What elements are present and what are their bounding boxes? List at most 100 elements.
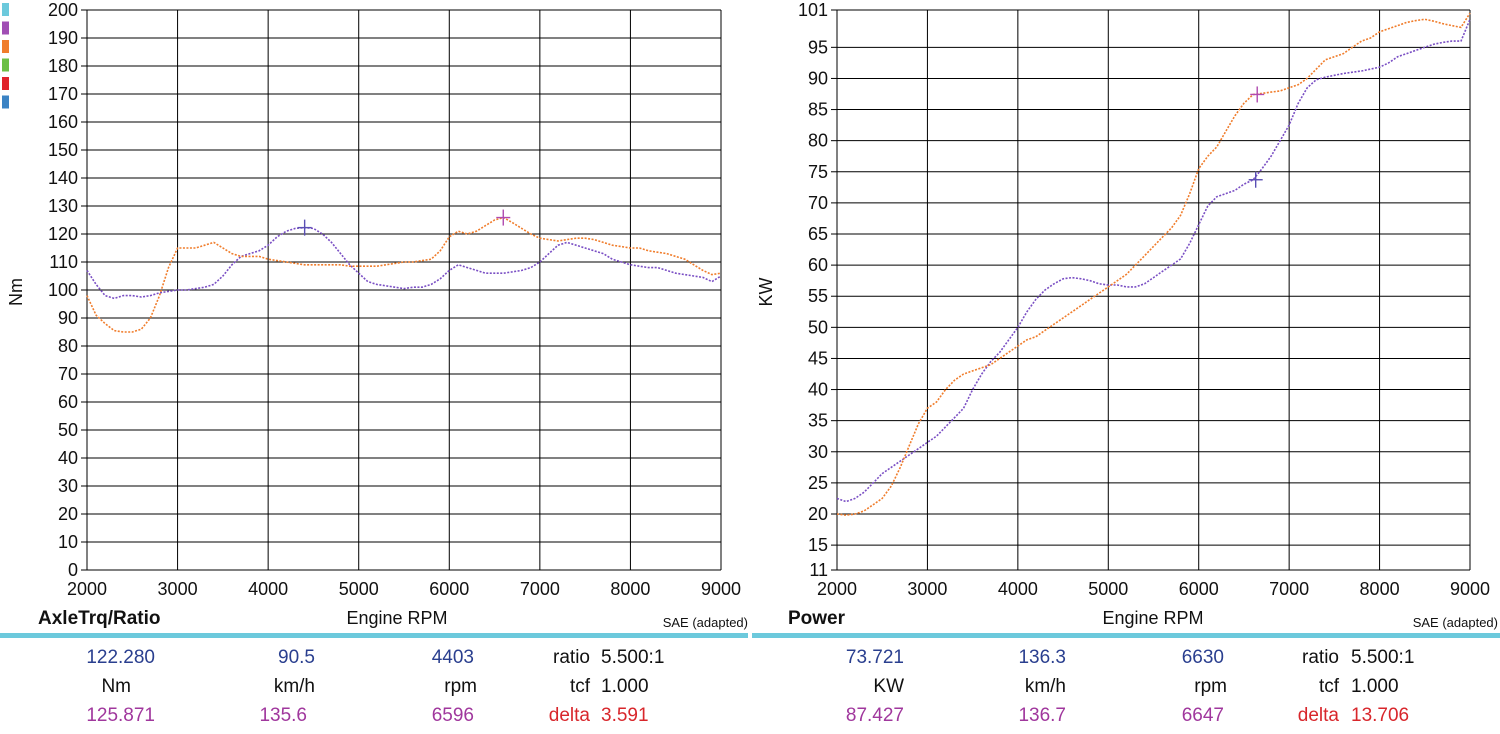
power-y-tick-label: 60: [808, 255, 828, 275]
torque-chart-title: AxleTrq/Ratio: [38, 608, 160, 629]
power-y-tick-label: 25: [808, 473, 828, 493]
power-y-tick-label: 11: [809, 560, 828, 580]
power-x-axis-label: Engine RPM: [1102, 608, 1203, 628]
torque-y-tick-label: 150: [48, 140, 78, 160]
torque-cursor1-speed: 90.5: [278, 647, 315, 668]
power-cursor-marker-2: [1250, 86, 1265, 103]
torque-cursor2-rpm: 6596: [432, 705, 474, 726]
torque-rpm-unit: rpm: [444, 676, 477, 697]
torque-y-tick-label: 100: [48, 280, 78, 300]
torque-unit-label: Nm: [101, 676, 131, 697]
power-unit-label: KW: [873, 676, 904, 697]
torque-cursors: [297, 209, 511, 236]
power-y-tick-label: 75: [808, 162, 828, 182]
power-chart: 111520253035404550556065707580859095101 …: [756, 0, 1498, 630]
torque-y-tick-label: 170: [48, 84, 78, 104]
torque-y-tick-label: 200: [48, 0, 78, 20]
torque-y-tick-label: 80: [58, 336, 78, 356]
torque-y-tick-label: 60: [58, 392, 78, 412]
power-y-tick-label: 80: [808, 131, 828, 151]
torque-grid: [81, 9, 722, 571]
torque-ratio-label: ratio: [553, 647, 590, 668]
torque-x-tick-labels: 2000 3000 4000 5000 6000 7000 8000 9000: [67, 579, 741, 599]
power-x-tick-label: 5000: [1088, 579, 1128, 599]
torque-cursor2-speed: 135.6: [259, 705, 307, 726]
torque-cursor1-value: 122.280: [86, 647, 155, 668]
torque-cursor-marker-2: [496, 209, 511, 226]
torque-y-tick-labels: 0 10 20 30 40 50 60 70 80 90 100 110 120 130 140 150 160…: [48, 0, 78, 580]
power-tcf-label: tcf: [1319, 676, 1340, 697]
torque-x-tick-label: 6000: [429, 579, 469, 599]
power-cursor1-value: 73.721: [846, 647, 904, 668]
torque-y-tick-label: 160: [48, 112, 78, 132]
torque-y-tick-label: 20: [58, 504, 78, 524]
power-series-line-2: [836, 12, 1471, 517]
power-y-tick-label: 90: [808, 68, 828, 88]
torque-speed-unit: km/h: [274, 676, 315, 697]
torque-x-tick-label: 5000: [339, 579, 379, 599]
legend-swatch-1: [2, 3, 9, 16]
torque-cursor1-rpm: 4403: [432, 647, 474, 668]
power-cursor1-rpm: 6630: [1182, 647, 1224, 668]
power-series-lines: [836, 12, 1471, 517]
power-delta-value: 13.706: [1351, 705, 1409, 726]
power-y-tick-label: 40: [808, 380, 828, 400]
power-x-tick-label: 3000: [907, 579, 947, 599]
legend-swatch-2: [2, 21, 9, 35]
torque-y-tick-label: 180: [48, 56, 78, 76]
torque-y-tick-label: 130: [48, 196, 78, 216]
legend-swatch-3: [2, 40, 9, 53]
power-y-tick-label: 35: [808, 411, 828, 431]
torque-chart: 0 10 20 30 40 50 60 70 80 90 100 110 120 130 140 150 160…: [6, 0, 748, 630]
torque-y-tick-label: 190: [48, 28, 78, 48]
torque-x-tick-label: 8000: [610, 579, 650, 599]
torque-ratio-value: 5.500:1: [601, 647, 664, 668]
power-y-tick-label: 45: [808, 348, 828, 368]
torque-x-tick-label: 7000: [520, 579, 560, 599]
power-y-tick-label: 95: [808, 37, 828, 57]
torque-y-tick-label: 30: [58, 476, 78, 496]
power-y-tick-label: 50: [808, 317, 828, 337]
power-x-tick-label: 4000: [998, 579, 1038, 599]
torque-tcf-value: 1.000: [601, 676, 649, 697]
torque-cursor2-value: 125.871: [86, 705, 155, 726]
torque-y-tick-label: 140: [48, 168, 78, 188]
torque-delta-value: 3.591: [601, 705, 649, 726]
torque-readout: 122.280 90.5 4403 ratio 5.500:1 Nm km/h …: [86, 647, 664, 726]
power-x-tick-label: 7000: [1269, 579, 1309, 599]
torque-y-tick-label: 50: [58, 420, 78, 440]
power-cursors: [1248, 86, 1265, 188]
torque-x-axis-label: Engine RPM: [346, 608, 447, 628]
torque-y-tick-label: 10: [58, 532, 78, 552]
power-y-tick-label: 15: [808, 535, 828, 555]
power-tcf-value: 1.000: [1351, 676, 1399, 697]
torque-sae-note: SAE (adapted): [663, 615, 748, 630]
power-y-tick-label: 65: [808, 224, 828, 244]
power-y-tick-labels: 11 15 20 25 30 35 40 45 50 55 60 65 70 75 80 85 90 95 101: [798, 0, 828, 580]
power-cursor-marker-1: [1248, 171, 1263, 188]
legend-swatch-6: [2, 95, 9, 109]
torque-series-line-1: [86, 226, 722, 300]
torque-y-tick-label: 40: [58, 448, 78, 468]
power-y-tick-label: 55: [808, 286, 828, 306]
torque-y-tick-label: 90: [58, 308, 78, 328]
torque-y-tick-label: 110: [49, 252, 78, 272]
power-x-tick-labels: 2000 3000 4000 5000 6000 7000 8000 9000: [817, 579, 1490, 599]
torque-y-tick-label: 120: [48, 224, 78, 244]
power-y-tick-label: 101: [798, 0, 828, 20]
legend-swatch-5: [2, 77, 9, 90]
power-cursor1-speed: 136.3: [1018, 647, 1066, 668]
power-y-tick-label: 20: [808, 504, 828, 524]
torque-x-tick-label: 4000: [248, 579, 288, 599]
power-y-tick-label: 70: [808, 193, 828, 213]
torque-series-lines: [86, 216, 722, 333]
power-sae-note: SAE (adapted): [1413, 615, 1498, 630]
power-separator-bar: [752, 633, 1500, 638]
power-ratio-value: 5.500:1: [1351, 647, 1414, 668]
power-x-tick-label: 8000: [1360, 579, 1400, 599]
torque-y-axis-label: Nm: [6, 278, 26, 306]
torque-y-tick-label: 70: [58, 364, 78, 384]
torque-cursor-marker-1: [297, 219, 312, 236]
power-cursor2-rpm: 6647: [1182, 705, 1224, 726]
